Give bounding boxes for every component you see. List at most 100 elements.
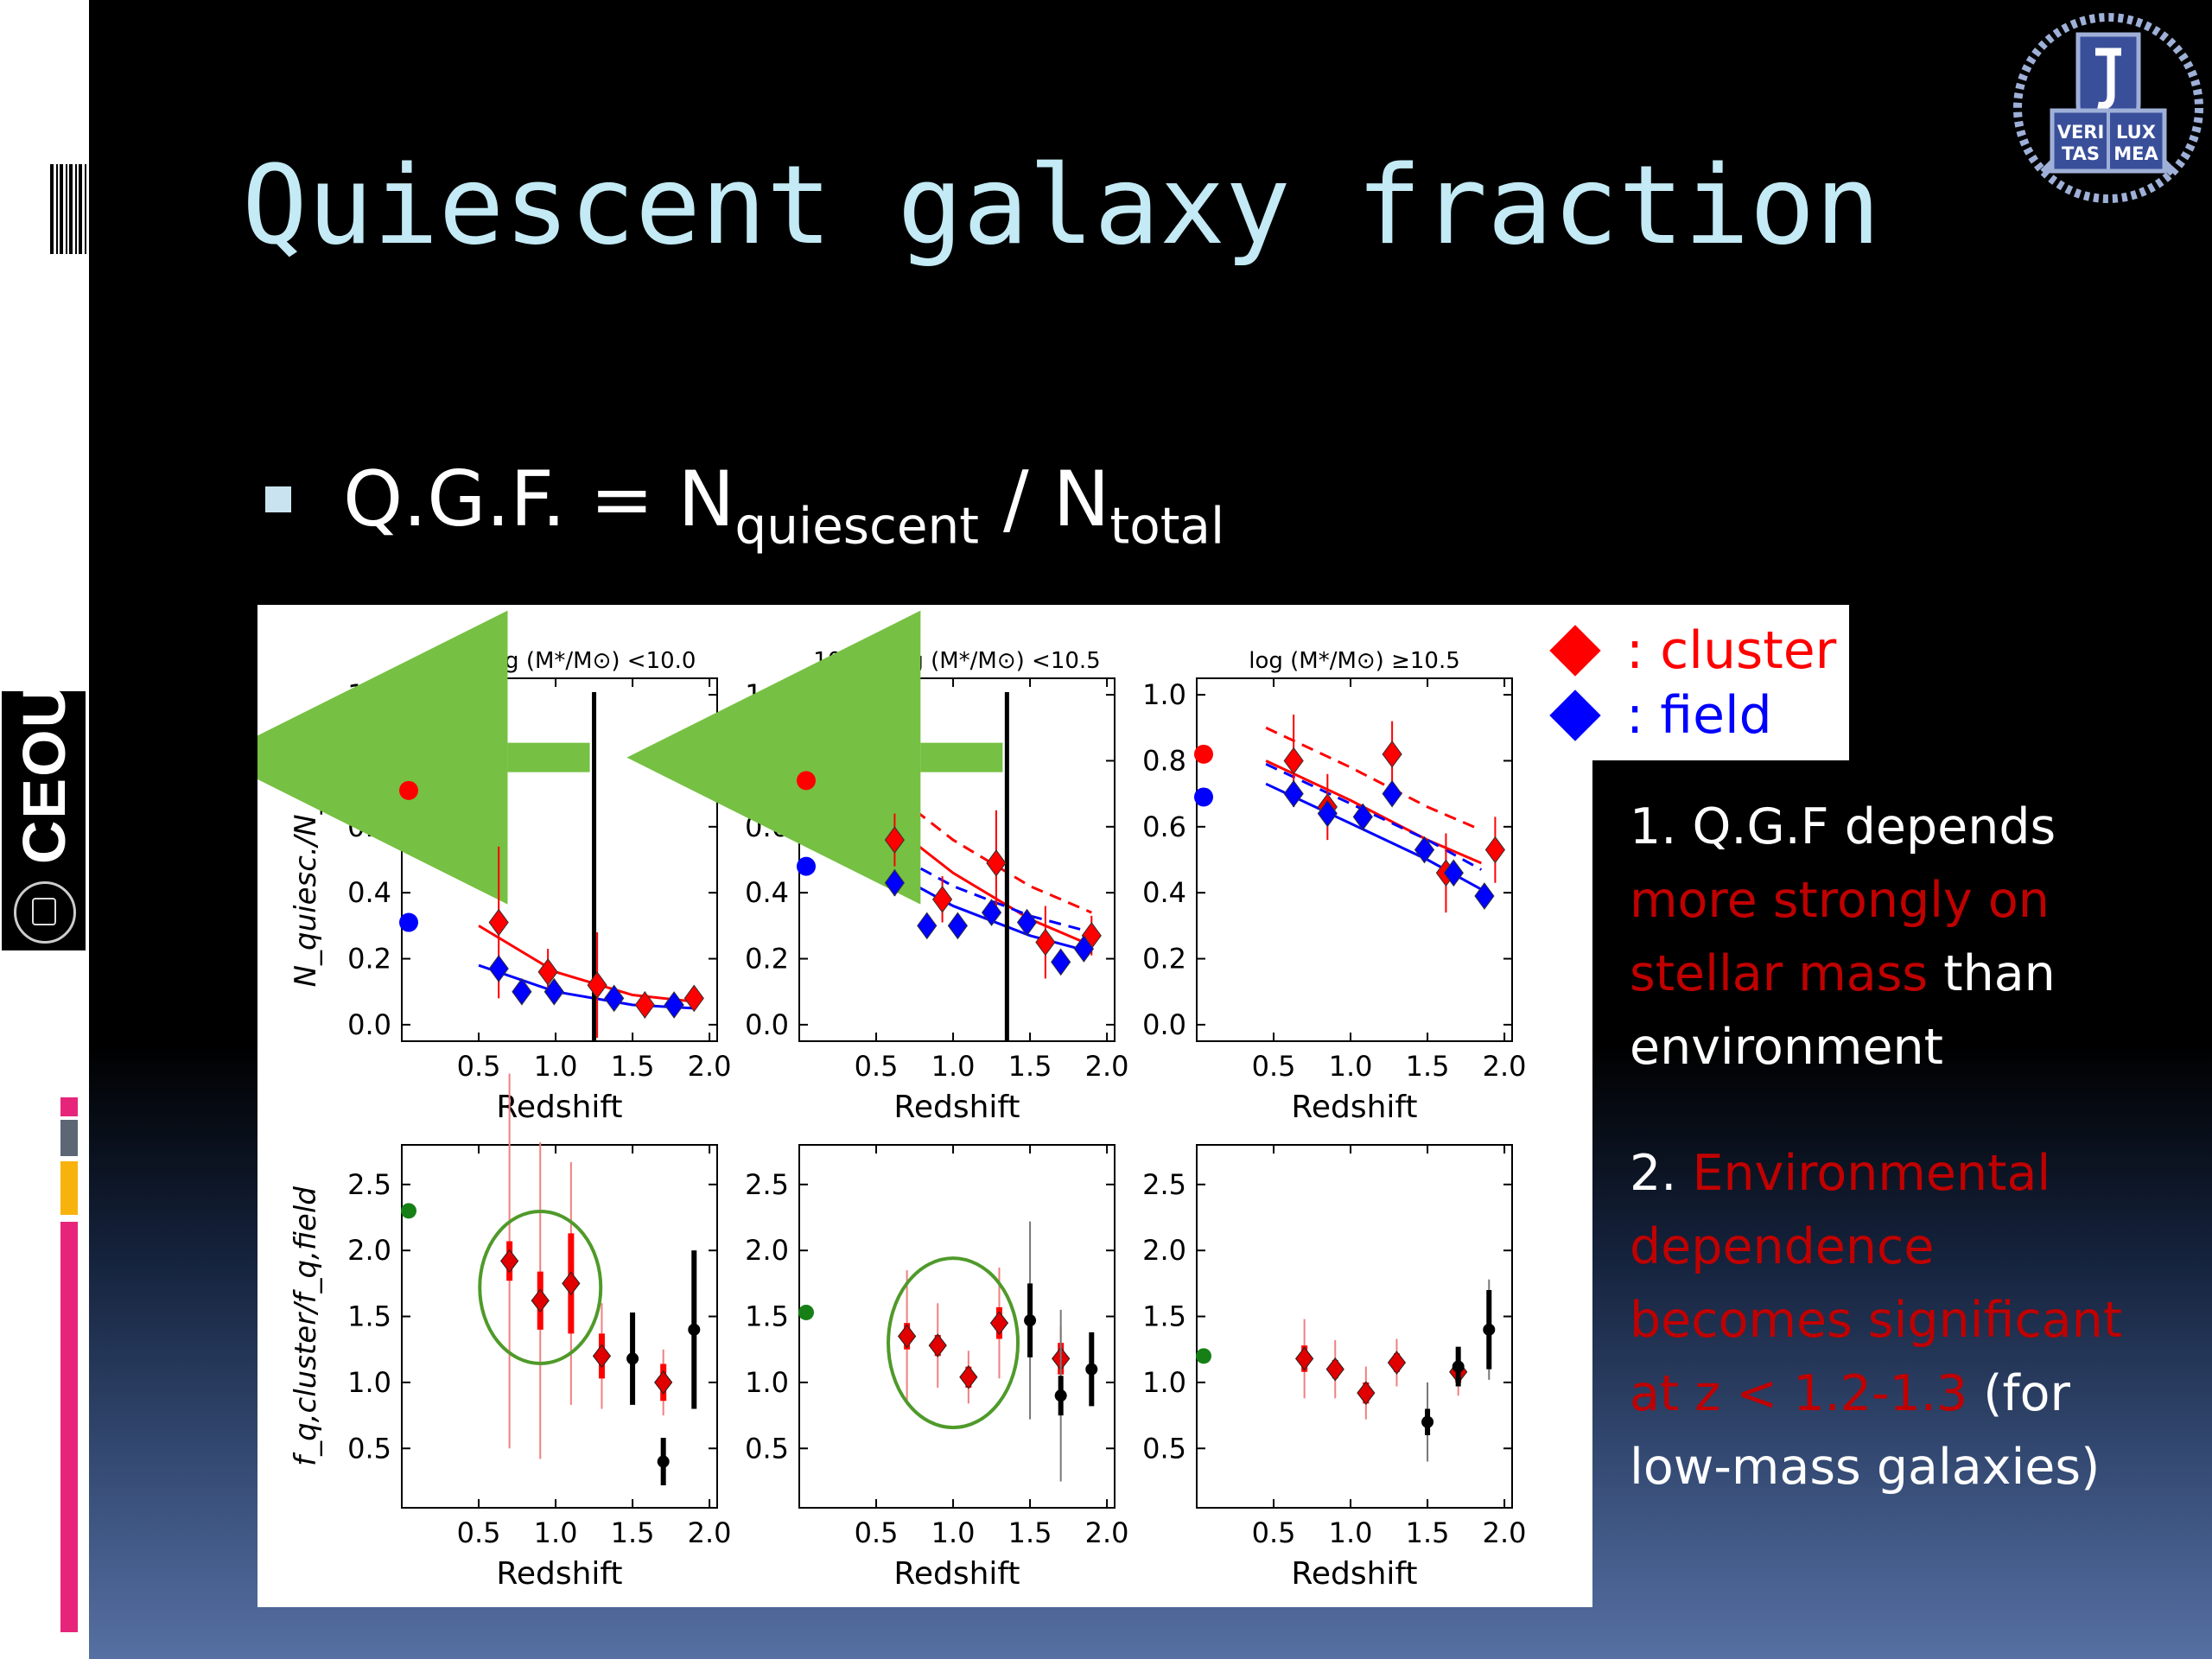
ratio-point xyxy=(1387,1351,1407,1375)
field-point xyxy=(1073,935,1095,963)
cluster-point xyxy=(683,984,704,1013)
panel-bottom-right-xlabel: Redshift xyxy=(1291,1556,1417,1592)
y-tick-label: 0.2 xyxy=(745,943,789,976)
legend-field: : field xyxy=(1547,690,1772,741)
ratio-point xyxy=(654,1370,673,1395)
local-cluster-point xyxy=(399,780,418,800)
x-tick-label: 2.0 xyxy=(1483,1516,1527,1549)
field-point xyxy=(884,868,906,897)
cluster-fit-line xyxy=(1265,760,1482,865)
panel-bottom-left-ylabel: f_q,cluster/f_q,field xyxy=(289,1186,323,1466)
panel-bottom-middle-frame xyxy=(798,1144,1116,1509)
university-seal-logo: VERI LUX TAS MEA xyxy=(2009,9,2208,211)
field-point xyxy=(1051,948,1071,976)
field-point xyxy=(1443,859,1464,887)
x-tick-label: 1.0 xyxy=(1329,1050,1373,1083)
x-tick-label: 1.5 xyxy=(1406,1516,1450,1549)
field-point xyxy=(1317,799,1338,828)
x-tick-label: 1.0 xyxy=(534,1050,578,1083)
blue-diamond-icon xyxy=(1549,690,1601,741)
x-tick-label: 1.0 xyxy=(931,1050,976,1083)
black-point xyxy=(657,1455,670,1468)
y-tick-label: 1.5 xyxy=(1142,1300,1186,1333)
panel-top-right-frame xyxy=(1196,677,1513,1042)
field-point xyxy=(981,899,1002,926)
formula-mid: / N xyxy=(979,454,1110,543)
cluster-point xyxy=(1382,740,1402,768)
y-tick-label: 2.5 xyxy=(347,1168,391,1201)
cluster-point xyxy=(1035,928,1056,957)
note-1: 1. Q.G.F depends more strongly on stella… xyxy=(1630,791,2148,1084)
y-tick-label: 2.0 xyxy=(347,1234,391,1267)
stripe-yellow xyxy=(60,1161,78,1215)
field-point xyxy=(512,977,532,1006)
local-ratio-point xyxy=(401,1203,416,1219)
y-tick-label: 0.5 xyxy=(745,1432,789,1465)
panel-top-left-xlabel: Redshift xyxy=(496,1090,622,1125)
bullet-marker xyxy=(265,486,291,512)
y-tick-label: 1.0 xyxy=(745,678,789,711)
black-point xyxy=(1054,1389,1067,1402)
formula-prefix: Q.G.F. = N xyxy=(343,454,735,543)
y-tick-label: 2.0 xyxy=(1142,1234,1186,1267)
black-point xyxy=(1421,1415,1434,1428)
x-tick-label: 2.0 xyxy=(688,1050,732,1083)
cluster-point xyxy=(488,908,509,937)
field-model-dashed-line xyxy=(1265,762,1483,871)
local-cluster-point xyxy=(797,771,816,791)
note-1-highlight: more strongly on stellar mass xyxy=(1630,872,2050,1002)
ratio-point xyxy=(562,1271,581,1296)
seal-text-lux: LUX xyxy=(2116,122,2156,143)
x-tick-label: 0.5 xyxy=(457,1516,501,1549)
panel-top-left-title: 9.5 ≤log (M*/M⊙) <10.0 xyxy=(423,648,696,674)
legend-box xyxy=(1538,605,1849,760)
note-2-number: 2. xyxy=(1630,1145,1693,1202)
figure-panel: 9.5 ≤log (M*/M⊙) <10.0 0.5 1.0 1.5 2.0 0.0 0.2… xyxy=(213,605,1592,1607)
black-point xyxy=(1024,1314,1037,1327)
x-tick-label: 1.5 xyxy=(1008,1050,1052,1083)
panel-bottom-middle-xlabel: Redshift xyxy=(893,1556,1020,1592)
panel-top-middle-frame xyxy=(798,677,1116,1042)
highlight-ellipse xyxy=(887,1256,1020,1430)
x-tick-label: 2.0 xyxy=(688,1516,732,1549)
y-tick-label: 0.6 xyxy=(745,810,789,843)
note-2-text-b: (for low-mass galaxies) xyxy=(1630,1365,2101,1496)
field-point xyxy=(917,912,938,940)
panel-bottom-left-frame xyxy=(401,1144,718,1509)
y-tick-label: 0.6 xyxy=(1142,810,1186,843)
cluster-point xyxy=(884,826,906,854)
y-tick-label: 1.0 xyxy=(1142,678,1186,711)
panel-top-left-ylabel: N_quiesc./N_total xyxy=(289,732,323,987)
y-tick-label: 0.0 xyxy=(347,1008,391,1041)
y-tick-label: 1.0 xyxy=(745,1366,789,1399)
barcode-decoration xyxy=(50,164,86,254)
ratio-point xyxy=(898,1324,917,1349)
field-point xyxy=(604,984,625,1013)
stripe-pink-top xyxy=(60,1097,78,1116)
black-point xyxy=(1452,1360,1465,1373)
black-point xyxy=(1085,1363,1098,1376)
ratio-point xyxy=(959,1364,978,1389)
stripe-pink xyxy=(60,1222,78,1632)
black-point xyxy=(688,1323,701,1336)
x-tick-label: 1.0 xyxy=(1329,1516,1373,1549)
panel-top-middle-xlabel: Redshift xyxy=(893,1090,1020,1125)
x-tick-label: 1.5 xyxy=(611,1050,655,1083)
y-tick-label: 0.2 xyxy=(347,943,391,976)
y-tick-label: 0.0 xyxy=(1142,1008,1186,1041)
x-tick-label: 2.0 xyxy=(1085,1516,1129,1549)
x-tick-label: 0.5 xyxy=(1252,1516,1296,1549)
note-2: 2. Environmental dependence becomes sign… xyxy=(1630,1137,2148,1504)
ratio-point xyxy=(531,1288,550,1313)
y-tick-label: 1.0 xyxy=(347,678,391,711)
y-tick-label: 1.0 xyxy=(1142,1366,1186,1399)
y-tick-label: 2.5 xyxy=(1142,1168,1186,1201)
panel-top-right-xlabel: Redshift xyxy=(1291,1090,1417,1125)
cluster-point xyxy=(1484,836,1506,864)
x-tick-label: 0.5 xyxy=(457,1050,501,1083)
field-point xyxy=(1414,836,1435,864)
legend-cluster: : cluster xyxy=(1547,625,1836,677)
ratio-point xyxy=(928,1333,947,1357)
seal-text-mea: MEA xyxy=(2113,143,2158,164)
x-tick-label: 1.0 xyxy=(534,1516,578,1549)
